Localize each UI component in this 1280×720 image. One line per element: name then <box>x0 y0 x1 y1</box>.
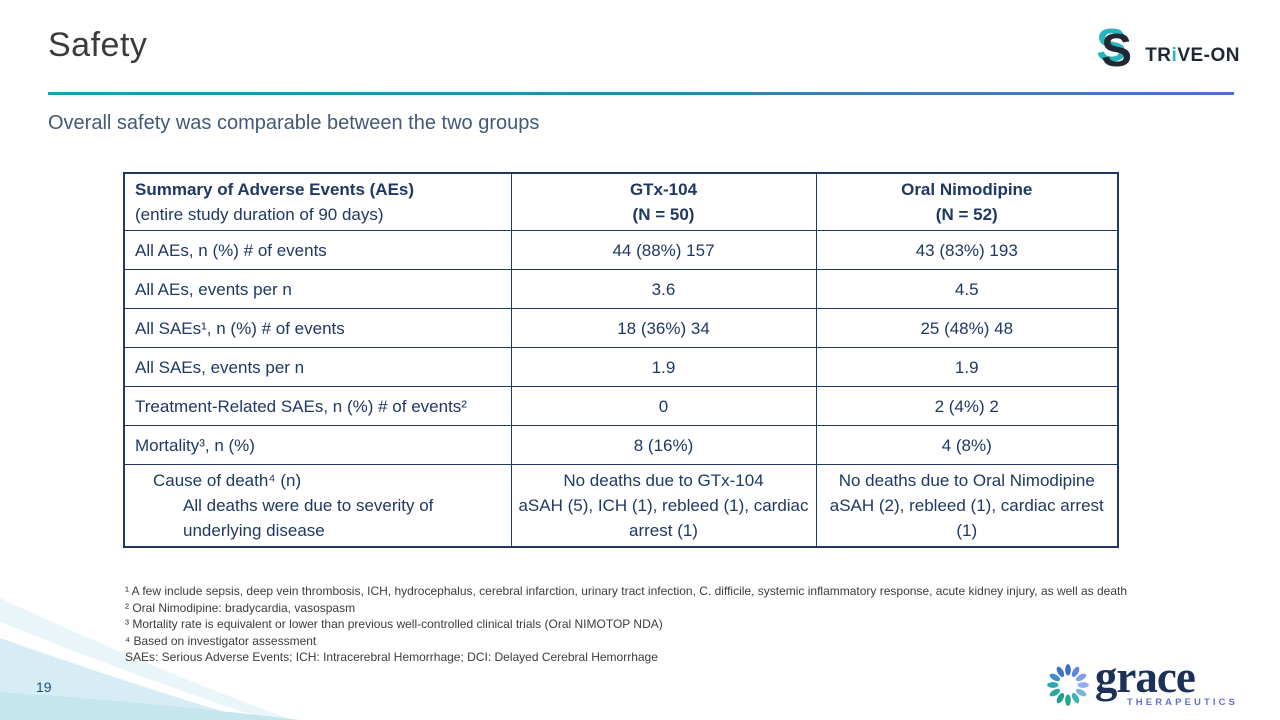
header-nimodipine-n: (N = 52) <box>935 205 998 224</box>
grace-therapeutics-logo: grace THERAPEUTICS <box>1046 652 1238 709</box>
row-label: All SAEs, events per n <box>123 347 512 387</box>
slide-title: Safety <box>48 26 148 64</box>
row-label: All AEs, n (%) # of events <box>123 230 512 270</box>
row-gtx-value: 8 (16%) <box>510 425 817 465</box>
footnote-1: ¹ A few include sepsis, deep vein thromb… <box>125 584 1128 598</box>
row-nimodipine-value: 4.5 <box>815 269 1119 309</box>
footnote-2: ² Oral Nimodipine: bradycardia, vasospas… <box>125 600 356 615</box>
row-nimodipine-value: 1.9 <box>815 347 1119 387</box>
cause-of-death-note: All deaths were due to severity of under… <box>183 496 434 540</box>
table-row: Treatment-Related SAEs, n (%) # of event… <box>123 386 1119 426</box>
title-divider-line <box>48 92 1234 95</box>
header-gtx-cell: GTx-104 (N = 50) <box>510 172 817 231</box>
row-gtx-value: 18 (36%) 34 <box>510 308 817 348</box>
row-label: Mortality³, n (%) <box>123 425 512 465</box>
table-row: All SAEs¹, n (%) # of events 18 (36%) 34… <box>123 308 1119 348</box>
row-nimodipine-value: 43 (83%) 193 <box>815 230 1119 270</box>
row-label: Treatment-Related SAEs, n (%) # of event… <box>123 386 512 426</box>
row-gtx-value: No deaths due to GTx-104 aSAH (5), ICH (… <box>510 464 817 548</box>
adverse-events-table: Summary of Adverse Events (AEs) (entire … <box>123 172 1119 548</box>
row-label: Cause of death⁴ (n) All deaths were due … <box>123 464 512 548</box>
cause-of-death-label: Cause of death⁴ (n) <box>153 471 302 490</box>
row-gtx-value: 0 <box>510 386 817 426</box>
slide-subtitle: Overall safety was comparable between th… <box>48 112 540 134</box>
gtx-deaths-line1: No deaths due to GTx-104 <box>563 471 764 490</box>
table-row: All AEs, events per n 3.6 4.5 <box>123 269 1119 309</box>
strive-s-teal: S <box>1096 19 1127 71</box>
page-number: 19 <box>36 679 52 695</box>
header-summary-cell: Summary of Adverse Events (AEs) (entire … <box>123 172 512 231</box>
row-gtx-value: 44 (88%) 157 <box>510 230 817 270</box>
strive-s-dark: S <box>1101 24 1132 76</box>
row-nimodipine-value: 25 (48%) 48 <box>815 308 1119 348</box>
nimodipine-deaths-line1: No deaths due to Oral Nimodipine <box>838 471 1095 490</box>
table-header-row: Summary of Adverse Events (AEs) (entire … <box>123 172 1119 231</box>
row-gtx-value: 3.6 <box>510 269 817 309</box>
header-gtx-title: GTx-104 <box>629 180 698 199</box>
table-row: Mortality³, n (%) 8 (16%) 4 (8%) <box>123 425 1119 465</box>
strive-wordmark: TRiVE-ON <box>1145 45 1240 67</box>
strive-s-icon: S S <box>1096 19 1144 76</box>
footnotes: ¹ A few include sepsis, deep vein thromb… <box>125 583 1277 666</box>
footnote-4: ⁴ Based on investigator assessment <box>125 633 317 648</box>
table-row: All SAEs, events per n 1.9 1.9 <box>123 347 1119 387</box>
header-nimodipine-cell: Oral Nimodipine (N = 52) <box>815 172 1119 231</box>
row-gtx-value: 1.9 <box>510 347 817 387</box>
footnote-3: ³ Mortality rate is equivalent or lower … <box>125 617 663 631</box>
row-nimodipine-value: No deaths due to Oral Nimodipine aSAH (2… <box>815 464 1119 548</box>
table-row-cause-of-death: Cause of death⁴ (n) All deaths were due … <box>123 464 1119 548</box>
row-label: All AEs, events per n <box>123 269 512 309</box>
strive-on-logo: S S TRiVE-ON <box>1096 19 1240 76</box>
grace-wordmark-block: grace THERAPEUTICS <box>1094 652 1238 709</box>
row-nimodipine-value: 2 (4%) 2 <box>815 386 1119 426</box>
grace-wordmark: grace <box>1094 652 1196 702</box>
grace-burst-icon <box>1046 664 1089 706</box>
corner-wave-decoration <box>0 598 300 720</box>
strive-text-pre: TR <box>1145 45 1172 66</box>
header-gtx-n: (N = 50) <box>632 205 695 224</box>
header-summary-title: Summary of Adverse Events (AEs) <box>135 180 415 199</box>
header-nimodipine-title: Oral Nimodipine <box>901 180 1033 199</box>
strive-text-i: i <box>1171 45 1178 66</box>
footnote-abbreviations: SAEs: Serious Adverse Events; ICH: Intra… <box>125 650 658 664</box>
gtx-deaths-line2: aSAH (5), ICH (1), rebleed (1), cardiac … <box>518 496 809 540</box>
header-summary-subtitle: (entire study duration of 90 days) <box>135 205 384 224</box>
row-label: All SAEs¹, n (%) # of events <box>123 308 512 348</box>
grace-therapeutics-label: THERAPEUTICS <box>1126 697 1238 708</box>
row-nimodipine-value: 4 (8%) <box>815 425 1119 465</box>
strive-text-post: VE-ON <box>1177 45 1240 66</box>
table-row: All AEs, n (%) # of events 44 (88%) 157 … <box>123 230 1119 270</box>
nimodipine-deaths-line2: aSAH (2), rebleed (1), cardiac arrest (1… <box>829 496 1104 540</box>
